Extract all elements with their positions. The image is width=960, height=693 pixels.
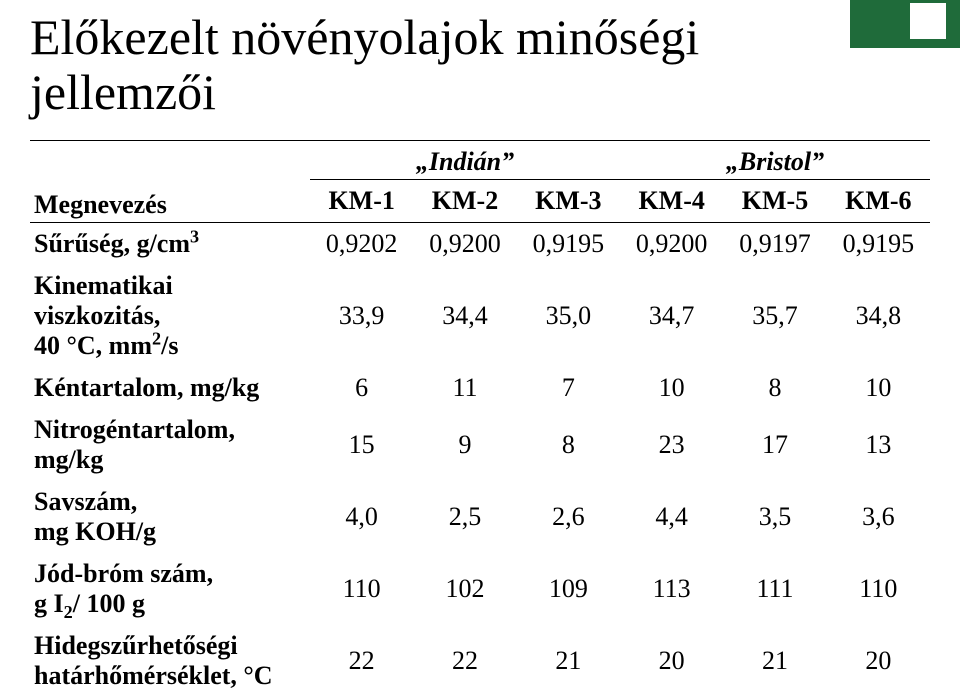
slide-title: Előkezelt növényolajok minőségi jellemző… [30, 10, 930, 120]
table-row: Kinematikai viszkozitás,40 °C, mm2/s33,9… [30, 265, 930, 367]
cell-value: 10 [620, 367, 723, 409]
cell-value: 34,8 [827, 265, 930, 367]
corner-white-square [910, 3, 946, 39]
row-label: Jód-bróm szám,g I2/ 100 g [30, 553, 310, 625]
cell-value: 110 [827, 553, 930, 625]
cell-value: 34,4 [413, 265, 516, 367]
slide: Előkezelt növényolajok minőségi jellemző… [0, 0, 960, 693]
cell-value: 111 [723, 553, 826, 625]
row-label: Savszám,mg KOH/g [30, 481, 310, 553]
table-row: Savszám,mg KOH/g4,02,52,64,43,53,6 [30, 481, 930, 553]
cell-value: 110 [310, 553, 413, 625]
table-row: Kéntartalom, mg/kg611710810 [30, 367, 930, 409]
cell-value: 3,6 [827, 481, 930, 553]
km-header: KM-4 [620, 180, 723, 223]
cell-value: 4,4 [620, 481, 723, 553]
data-table: Megnevezés „Indián” „Bristol” KM-1 KM-2 … [30, 140, 930, 693]
table-head: Megnevezés „Indián” „Bristol” KM-1 KM-2 … [30, 141, 930, 223]
row-label: Kéntartalom, mg/kg [30, 367, 310, 409]
cell-value: 0,9200 [620, 223, 723, 266]
table-row: Hidegszűrhetőségihatárhőmérséklet, °C222… [30, 625, 930, 693]
km-header: KM-5 [723, 180, 826, 223]
cell-value: 20 [827, 625, 930, 693]
group-header-1: „Indián” [310, 141, 620, 180]
cell-value: 35,0 [517, 265, 620, 367]
cell-value: 10 [827, 367, 930, 409]
cell-value: 6 [310, 367, 413, 409]
group-header-2: „Bristol” [620, 141, 930, 180]
cell-value: 22 [413, 625, 516, 693]
table-body: Sűrűség, g/cm30,92020,92000,91950,92000,… [30, 223, 930, 693]
cell-value: 8 [723, 367, 826, 409]
cell-value: 33,9 [310, 265, 413, 367]
cell-value: 35,7 [723, 265, 826, 367]
title-line-2: jellemzői [30, 64, 216, 120]
cell-value: 2,6 [517, 481, 620, 553]
cell-value: 13 [827, 409, 930, 481]
title-line-1: Előkezelt növényolajok minőségi [30, 9, 699, 65]
km-header: KM-3 [517, 180, 620, 223]
cell-value: 15 [310, 409, 413, 481]
cell-value: 113 [620, 553, 723, 625]
cell-value: 21 [517, 625, 620, 693]
cell-value: 9 [413, 409, 516, 481]
cell-value: 11 [413, 367, 516, 409]
km-header: KM-1 [310, 180, 413, 223]
cell-value: 0,9195 [827, 223, 930, 266]
cell-value: 0,9195 [517, 223, 620, 266]
cell-value: 0,9202 [310, 223, 413, 266]
row-label: Kinematikai viszkozitás,40 °C, mm2/s [30, 265, 310, 367]
row-label: Sűrűség, g/cm3 [30, 223, 310, 266]
cell-value: 7 [517, 367, 620, 409]
cell-value: 23 [620, 409, 723, 481]
cell-value: 20 [620, 625, 723, 693]
header-megnevezes: Megnevezés [30, 141, 310, 223]
cell-value: 21 [723, 625, 826, 693]
table-row: Sűrűség, g/cm30,92020,92000,91950,92000,… [30, 223, 930, 266]
table-row: Jód-bróm szám,g I2/ 100 g110102109113111… [30, 553, 930, 625]
row-label: Hidegszűrhetőségihatárhőmérséklet, °C [30, 625, 310, 693]
km-header: KM-2 [413, 180, 516, 223]
cell-value: 2,5 [413, 481, 516, 553]
cell-value: 102 [413, 553, 516, 625]
group-header-row: Megnevezés „Indián” „Bristol” [30, 141, 930, 180]
cell-value: 17 [723, 409, 826, 481]
cell-value: 0,9200 [413, 223, 516, 266]
cell-value: 4,0 [310, 481, 413, 553]
cell-value: 3,5 [723, 481, 826, 553]
corner-decoration [850, 0, 960, 60]
cell-value: 34,7 [620, 265, 723, 367]
km-header: KM-6 [827, 180, 930, 223]
cell-value: 8 [517, 409, 620, 481]
cell-value: 109 [517, 553, 620, 625]
row-label: Nitrogéntartalom, mg/kg [30, 409, 310, 481]
table-row: Nitrogéntartalom, mg/kg1598231713 [30, 409, 930, 481]
cell-value: 0,9197 [723, 223, 826, 266]
cell-value: 22 [310, 625, 413, 693]
